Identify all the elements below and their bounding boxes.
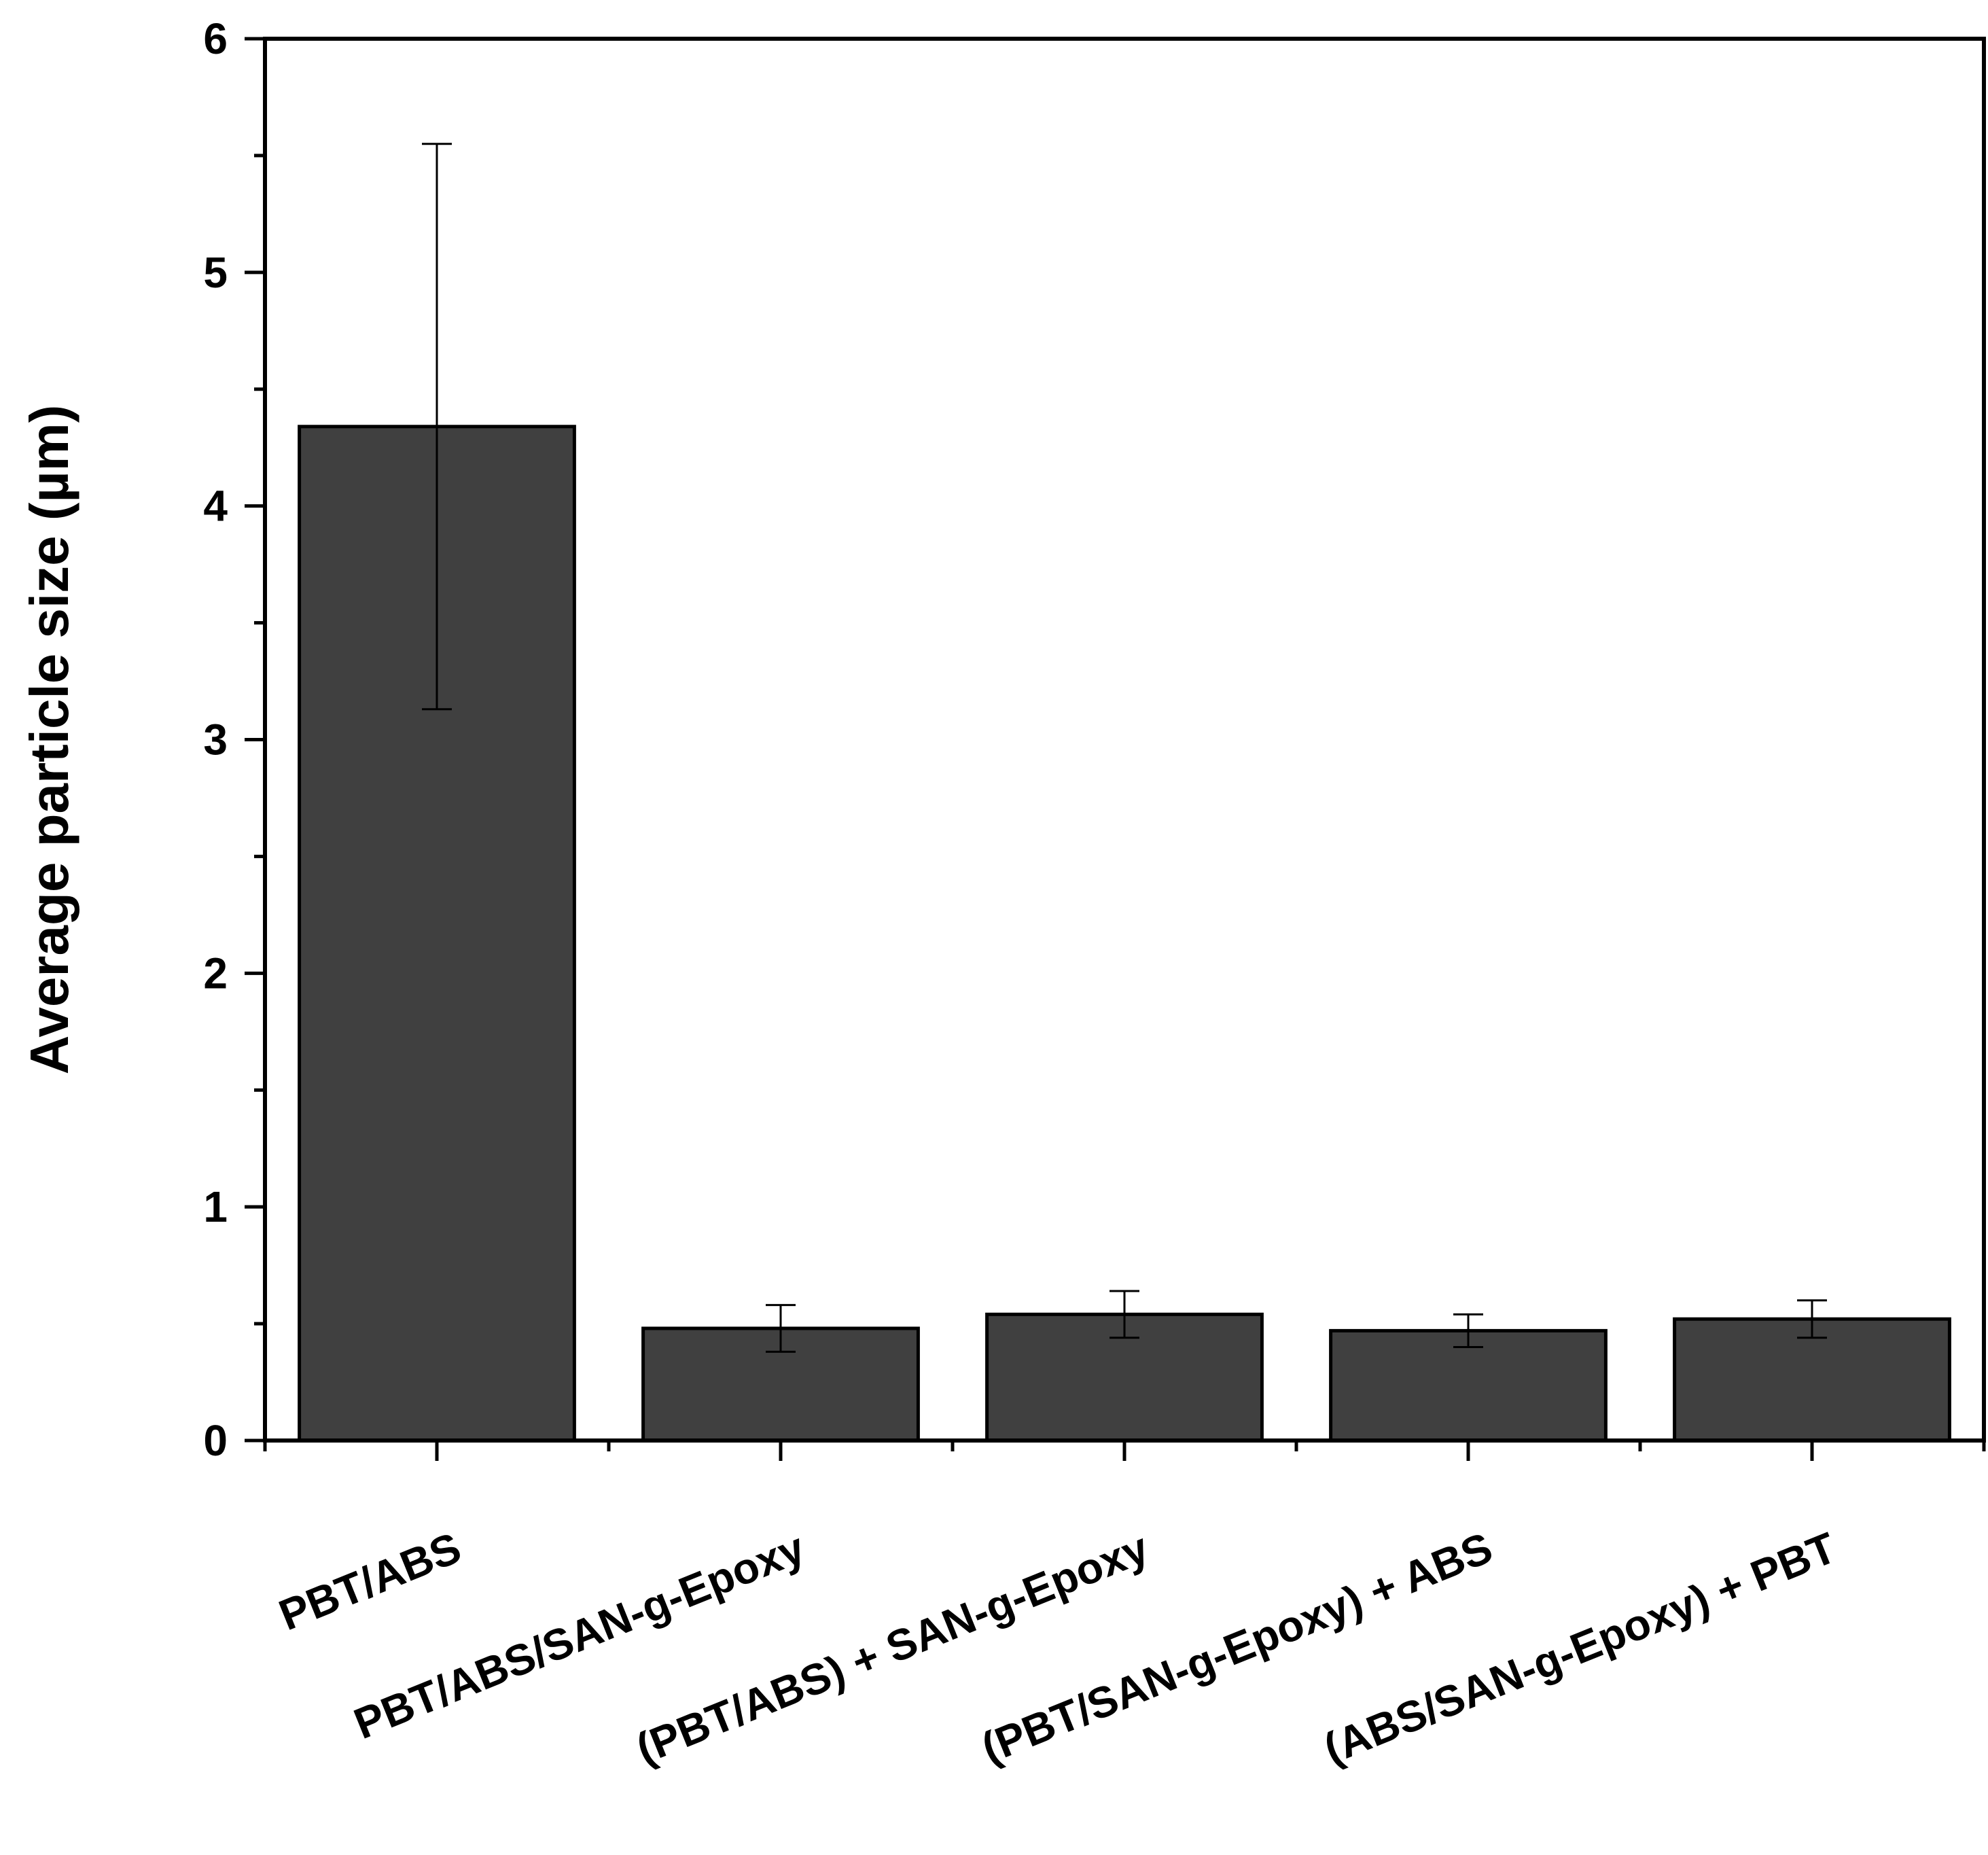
error-bars-layer xyxy=(422,143,1827,1353)
y-tick-label: 1 xyxy=(203,1182,228,1231)
bars-layer xyxy=(298,425,1951,1443)
bar-4 xyxy=(1329,1328,1608,1443)
y-axis-title-group: Average particle size (µm) xyxy=(19,405,79,1075)
y-tick-label: 5 xyxy=(203,248,228,297)
y-tick-label: 6 xyxy=(203,14,228,63)
y-ticks-layer: 0 1 2 3 4 5 6 xyxy=(203,14,265,1465)
x-tick-label-1: PBT/ABS xyxy=(272,1523,467,1640)
y-tick-label: 4 xyxy=(203,482,228,531)
y-tick-label: 0 xyxy=(203,1416,228,1465)
y-tick-label: 3 xyxy=(203,716,228,764)
y-tick-label: 2 xyxy=(203,949,228,997)
y-axis-title: Average particle size (µm) xyxy=(19,405,79,1075)
